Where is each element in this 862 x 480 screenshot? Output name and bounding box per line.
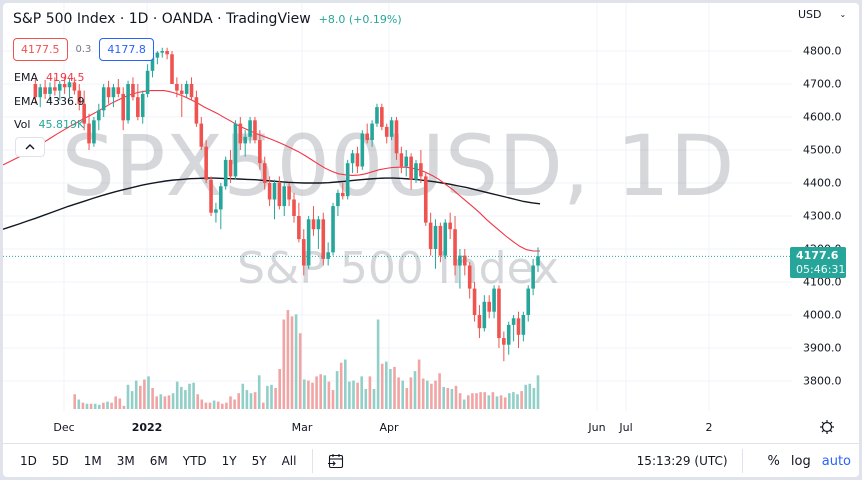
chart-widget: SPX500USD, 1D S&P 500 Index S&P 500 Index…: [3, 3, 859, 477]
time-axis-label: Mar: [291, 421, 313, 434]
log-scale-toggle[interactable]: log: [790, 453, 811, 469]
symbol-title[interactable]: S&P 500 Index · 1D · OANDA · TradingView: [13, 11, 311, 27]
range-5y-button[interactable]: 5Y: [251, 453, 267, 468]
bar-countdown: 05:46:31: [796, 263, 846, 277]
toolbar-right: 15:13:29 (UTC) % log auto: [637, 444, 851, 477]
last-price: 4177.6: [796, 249, 839, 263]
buy-price-button[interactable]: 4177.8: [99, 38, 154, 61]
currency-selector[interactable]: USD ⌄: [798, 8, 846, 21]
legend-ema-fast[interactable]: EMA 4194.5: [14, 71, 84, 84]
time-axis[interactable]: Dec 2022 Mar Apr Jun Jul 2: [3, 411, 792, 439]
range-1y-button[interactable]: 1Y: [221, 453, 237, 468]
legend-name: Vol: [14, 118, 31, 131]
time-axis-label: 2022: [131, 421, 163, 434]
time-axis-label: Jun: [588, 421, 606, 434]
toolbar-divider: [312, 448, 314, 473]
range-5d-button[interactable]: 5D: [51, 453, 69, 468]
price-axis-label: 3800.0: [803, 374, 842, 388]
time-axis-label: Apr: [379, 421, 399, 434]
price-axis[interactable]: USD ⌄ 4800.0 4700.0 4600.0 4500.0 4400.0 4300…: [790, 3, 859, 411]
range-6m-button[interactable]: 6M: [149, 453, 168, 468]
legend-ema-slow[interactable]: EMA 4336.9: [14, 95, 84, 108]
spread-value: 0.3: [75, 44, 92, 55]
legend-volume[interactable]: Vol 45.819K: [14, 118, 84, 131]
bottom-toolbar: 1D 5D 1M 3M 6M YTD 1Y 5Y All 15:13:29 (U…: [3, 443, 859, 477]
auto-scale-toggle[interactable]: auto: [821, 453, 851, 469]
price-axis-label: 3900.0: [803, 341, 842, 355]
percent-scale-toggle[interactable]: %: [767, 453, 780, 469]
legend-value: 4336.9: [45, 95, 85, 108]
range-1d-button[interactable]: 1D: [20, 453, 37, 468]
chevron-up-icon: [25, 144, 35, 150]
legend-value: 4194.5: [45, 71, 85, 84]
chevron-down-icon: ⌄: [839, 10, 847, 19]
watermark-description: S&P 500 Index: [237, 243, 559, 294]
time-axis-label: 2: [705, 421, 713, 434]
go-to-date-button[interactable]: [327, 452, 345, 470]
legend-name: EMA: [14, 95, 38, 108]
last-price-tag: 4177.6 05:46:31: [790, 247, 846, 279]
price-axis-label: 4800.0: [803, 44, 842, 58]
legend-value: 45.819K: [38, 118, 85, 131]
price-axis-label: 4600.0: [803, 110, 842, 124]
price-axis-label: 4300.0: [803, 209, 842, 223]
quote-row: 4177.5 0.3 4177.8: [13, 38, 154, 61]
chart-header: S&P 500 Index · 1D · OANDA · TradingView…: [13, 11, 402, 27]
price-axis-label: 4500.0: [803, 143, 842, 157]
chart-settings-button[interactable]: [818, 418, 836, 436]
toolbar-divider: [741, 449, 743, 473]
range-1m-button[interactable]: 1M: [83, 453, 102, 468]
candlestick-chart[interactable]: SPX500USD, 1DS&P 500 Index: [3, 3, 792, 411]
sell-price-button[interactable]: 4177.5: [13, 38, 68, 61]
range-all-button[interactable]: All: [281, 453, 297, 468]
calendar-goto-icon: [328, 453, 344, 468]
price-axis-label: 4000.0: [803, 308, 842, 322]
time-axis-label: Jul: [619, 421, 633, 434]
price-axis-label: 4700.0: [803, 77, 842, 91]
time-axis-label: Dec: [53, 421, 75, 434]
utc-clock[interactable]: 15:13:29 (UTC): [636, 454, 728, 468]
collapse-legend-button[interactable]: [15, 137, 45, 157]
gear-icon: [820, 420, 834, 434]
range-ytd-button[interactable]: YTD: [182, 453, 207, 468]
legend-name: EMA: [14, 71, 38, 84]
chart-pane[interactable]: SPX500USD, 1D S&P 500 Index: [3, 3, 792, 411]
currency-label: USD: [798, 8, 822, 21]
price-axis-label: 4100.0: [803, 275, 842, 289]
price-change: +8.0 (+0.19%): [318, 13, 402, 26]
price-axis-label: 4400.0: [803, 176, 842, 190]
range-3m-button[interactable]: 3M: [116, 453, 135, 468]
